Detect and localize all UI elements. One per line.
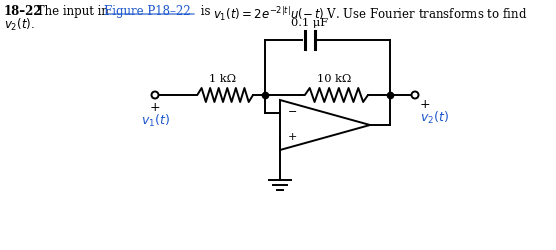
Text: Figure P18–22: Figure P18–22: [104, 5, 191, 18]
Text: +: +: [150, 101, 160, 114]
Text: 0.1 μF: 0.1 μF: [291, 18, 329, 28]
Text: 1 kΩ: 1 kΩ: [210, 74, 236, 84]
Circle shape: [151, 92, 158, 98]
Text: $v_1(t) = 2e^{-2|t|}u(-\,t)$ V. Use Fourier transforms to find: $v_1(t) = 2e^{-2|t|}u(-\,t)$ V. Use Four…: [213, 5, 527, 23]
Circle shape: [411, 92, 419, 98]
Text: $v_2(t)$: $v_2(t)$: [420, 110, 449, 126]
Text: 18–22: 18–22: [4, 5, 43, 18]
Text: The input in: The input in: [33, 5, 113, 18]
Text: +: +: [420, 98, 431, 111]
Text: 10 kΩ: 10 kΩ: [317, 74, 351, 84]
Text: +: +: [288, 132, 297, 141]
Text: −: −: [288, 106, 297, 117]
Text: $v_2(t).$: $v_2(t).$: [4, 17, 35, 33]
Text: is: is: [197, 5, 214, 18]
Text: $v_1(t)$: $v_1(t)$: [141, 113, 170, 129]
